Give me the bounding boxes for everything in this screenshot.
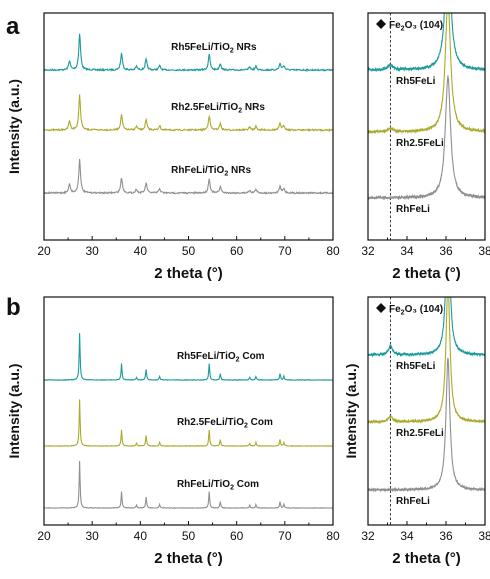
- series-line-1: [44, 333, 333, 381]
- series-label: Rh2.5FeLi/TiO2 NRs: [171, 102, 265, 115]
- series-label-part: Rh5FeLi/TiO: [171, 42, 230, 53]
- series-line-3: [44, 158, 333, 195]
- series-label-part: NRs: [234, 42, 257, 53]
- x-tick-label: 34: [400, 529, 414, 543]
- annotation-sub: 2: [401, 26, 405, 33]
- x-axis-label: 2 theta (°): [154, 265, 223, 282]
- x-tick-label: 30: [85, 529, 99, 543]
- series-label: Rh2.5FeLi: [396, 428, 444, 439]
- x-tick-label: 60: [230, 244, 244, 258]
- panel-b-inset: Rh5FeLi Rh2.5FeLi RhFeLi 32 34 36 38 2 theta (°…: [343, 296, 490, 567]
- series-label-part: NRs: [228, 165, 251, 176]
- y-axis-label: Intensity (a.u.): [343, 364, 359, 459]
- x-tick-label: 50: [182, 529, 196, 543]
- series-label: RhFeLi: [396, 496, 430, 507]
- series-line-3: [44, 460, 333, 509]
- panel-a-inset: Rh5FeLi Rh2.5FeLi RhFeLi 32 34 36 38 2 theta (°…: [361, 12, 490, 282]
- diamond-marker-icon: [376, 303, 386, 313]
- x-tick-label: 40: [134, 244, 148, 258]
- x-tick-label: 36: [439, 529, 453, 543]
- plot-area: [368, 13, 485, 201]
- x-tick-label: 80: [326, 244, 340, 258]
- x-tick-label: 20: [37, 244, 51, 258]
- x-tick-label: 34: [400, 244, 414, 258]
- series-label: RhFeLi/TiO2 NRs: [171, 165, 251, 178]
- series-line-2: [44, 94, 333, 133]
- annotation-label: Fe2O₃ (104): [389, 304, 443, 317]
- x-tick-label: 38: [478, 529, 490, 543]
- series-label-part: Com: [240, 351, 265, 362]
- series-label-part: Rh2.5FeLi/TiO: [177, 417, 244, 428]
- annotation-sub: 2: [401, 310, 405, 317]
- x-tick-label: 70: [278, 529, 292, 543]
- series-label: Rh5FeLi/TiO2 NRs: [171, 42, 257, 55]
- series-line-3: [368, 75, 485, 201]
- series-label-part: Rh2.5FeLi/TiO: [171, 102, 238, 113]
- series-label-sub: 2: [236, 357, 240, 364]
- series-label-sub: 2: [230, 485, 234, 492]
- series-label-part: NRs: [242, 102, 265, 113]
- plot-area: [368, 297, 485, 493]
- series-line-1: [44, 33, 333, 73]
- series-line-1: [368, 13, 485, 73]
- plot-area: [44, 333, 333, 509]
- diamond-marker-icon: [376, 19, 386, 29]
- series-label: Rh2.5FeLi/TiO2 Com: [177, 417, 273, 430]
- series-label-part: RhFeLi/TiO: [171, 165, 224, 176]
- annotation-part: Fe: [389, 20, 401, 31]
- x-axis-label: 2 theta (°): [392, 265, 461, 282]
- series-line-2: [368, 13, 485, 135]
- x-tick-label: 32: [361, 529, 375, 543]
- series-label: RhFeLi: [396, 204, 430, 215]
- x-axis-label: 2 theta (°): [392, 550, 461, 567]
- series-label: Rh5FeLi: [396, 361, 436, 372]
- annotation-part: O₃ (104): [405, 304, 444, 315]
- series-label: RhFeLi/TiO2 Com: [177, 479, 259, 492]
- x-tick-label: 32: [361, 244, 375, 258]
- plot-area: [44, 33, 333, 195]
- x-tick-label: 80: [326, 529, 340, 543]
- x-tick-label: 60: [230, 529, 244, 543]
- x-tick-label: 38: [478, 244, 490, 258]
- y-axis-label: Intensity (a.u.): [6, 364, 22, 459]
- series-label-part: RhFeLi/TiO: [177, 479, 230, 490]
- x-tick-label: 40: [134, 529, 148, 543]
- series-label-sub: 2: [238, 108, 242, 115]
- panel-label-a: a: [6, 13, 20, 40]
- series-line-2: [368, 297, 485, 425]
- series-label-part: Com: [248, 417, 273, 428]
- series-label-part: Com: [234, 479, 259, 490]
- series-line-1: [368, 297, 485, 358]
- series-label-sub: 2: [230, 48, 234, 55]
- series-label: Rh5FeLi: [396, 76, 436, 87]
- x-axis-label: 2 theta (°): [154, 550, 223, 567]
- series-label-sub: 2: [224, 171, 228, 178]
- series-label: Rh2.5FeLi: [396, 138, 444, 149]
- x-tick-label: 30: [85, 244, 99, 258]
- x-tick-label: 70: [278, 244, 292, 258]
- x-tick-label: 50: [182, 244, 196, 258]
- annotation-label: Fe2O₃ (104): [389, 20, 443, 33]
- series-line-3: [368, 357, 485, 493]
- panel-label-b: b: [6, 294, 21, 321]
- series-label: Rh5FeLi/TiO2 Com: [177, 351, 265, 364]
- series-line-2: [44, 399, 333, 447]
- annotation-part: O₃ (104): [405, 20, 444, 31]
- y-axis-label: Intensity (a.u.): [6, 79, 22, 174]
- axes-frame: [43, 296, 334, 526]
- annotation-part: Fe: [389, 304, 401, 315]
- series-label-part: Rh5FeLi/TiO: [177, 351, 236, 362]
- x-tick-label: 20: [37, 529, 51, 543]
- series-label-sub: 2: [244, 423, 248, 430]
- x-tick-label: 36: [439, 244, 453, 258]
